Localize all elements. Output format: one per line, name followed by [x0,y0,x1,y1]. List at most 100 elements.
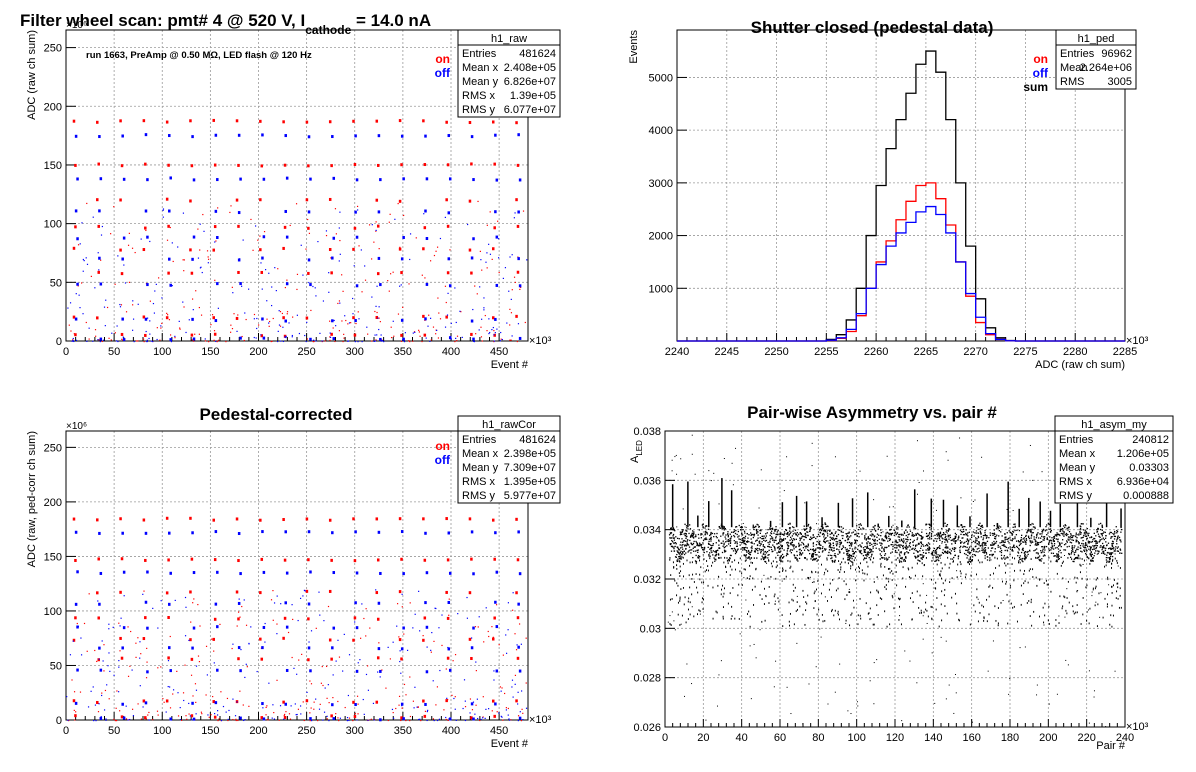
data-mark [780,533,782,535]
data-mark [997,526,1000,529]
data-mark-sparse [227,719,229,722]
data-mark [911,548,913,550]
data-mark [778,541,780,544]
data-mark-sparse [393,335,395,337]
data-mark [1072,550,1074,552]
data-mark [780,555,782,558]
data-mark [911,532,913,534]
data-mark [282,636,285,640]
data-mark [816,613,818,616]
data-mark-sparse [204,338,206,340]
data-mark [822,532,824,535]
data-mark-sparse [333,319,335,322]
data-mark-sparse [376,285,378,287]
data-mark-sparse [239,616,241,618]
data-mark [916,532,919,535]
data-mark [1071,535,1074,537]
data-mark-sparse [321,340,323,342]
data-mark [699,559,701,562]
data-mark [1075,611,1077,614]
data-mark [1029,568,1031,571]
data-mark [773,541,775,543]
data-mark [191,646,194,650]
data-mark [1119,594,1121,597]
data-mark-sparse [525,637,527,639]
data-mark [960,545,962,548]
data-mark [1090,546,1092,548]
data-mark [694,546,696,548]
data-mark [930,527,932,529]
stats-label: RMS y [462,104,496,116]
stats-label: Mean x [462,448,499,460]
data-mark [871,535,873,537]
data-mark [1030,535,1033,537]
data-mark [119,119,122,123]
data-mark-sparse [179,327,181,329]
data-mark [774,528,776,531]
data-mark-sparse [433,719,435,722]
data-mark [880,531,882,534]
data-mark [1001,540,1003,542]
data-mark-sparse [441,614,443,616]
data-mark [980,533,982,535]
data-mark [736,543,738,545]
data-mark-sparse [72,337,74,340]
data-mark [1048,548,1050,550]
data-mark [1004,533,1006,535]
data-mark [790,542,793,544]
data-mark [285,176,289,180]
data-mark [1102,537,1104,539]
stats-value: 96962 [1101,48,1132,60]
data-mark [729,592,731,595]
data-mark-sparse [142,593,144,595]
data-mark [757,524,759,526]
data-mark [1063,525,1065,527]
data-mark [400,647,404,651]
data-mark [789,536,792,539]
data-mark [1119,548,1121,550]
data-mark-sparse [396,603,399,605]
data-mark-sparse [450,336,452,338]
data-mark [1034,544,1036,546]
data-mark [793,526,795,529]
data-mark [944,541,946,543]
data-mark-sparse [401,606,403,608]
data-mark [758,547,760,550]
data-mark [999,526,1002,528]
data-mark [309,283,312,287]
data-mark [691,532,694,534]
data-mark [897,597,899,600]
data-mark [764,554,766,556]
data-mark [972,548,974,551]
data-mark [691,534,693,537]
y-axis-label: Events [628,30,640,64]
data-mark [1016,546,1019,549]
data-mark [785,555,788,557]
data-mark [1012,606,1014,609]
data-mark [873,540,876,542]
data-mark-sparse [426,646,428,648]
data-mark [706,551,708,553]
data-mark [906,531,908,533]
data-mark [986,556,989,558]
data-mark-sparse [308,232,311,234]
data-mark [994,551,996,553]
data-mark [1095,541,1097,543]
data-mark [1101,546,1103,548]
data-mark [744,543,747,545]
data-mark-sparse [398,636,400,638]
data-mark [673,542,675,545]
data-mark [994,538,997,540]
data-mark-sparse [299,705,302,707]
data-mark-sparse [137,303,139,305]
data-mark-sparse [419,718,421,720]
data-mark [928,543,931,545]
data-mark [1076,533,1078,536]
data-mark [285,625,289,629]
data-mark [722,528,724,530]
stats-label: Mean y [462,462,499,474]
data-mark [1027,528,1030,530]
data-mark [681,544,683,546]
data-mark [284,702,287,706]
data-mark [1035,537,1038,539]
